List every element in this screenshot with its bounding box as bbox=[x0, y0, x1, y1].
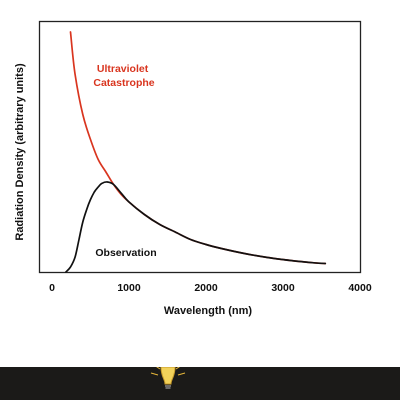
y-axis-label: Radiation Density (arbitrary units) bbox=[14, 63, 26, 241]
series-line-observation bbox=[65, 181, 327, 273]
x-tick-labels: 0 1000 2000 3000 4000 bbox=[49, 282, 372, 294]
footer-bar bbox=[0, 367, 400, 400]
x-tick-label: 1000 bbox=[117, 282, 141, 294]
x-axis-label: Wavelength (nm) bbox=[164, 305, 253, 317]
lightbulb-icon bbox=[150, 367, 186, 389]
x-tick-label: 3000 bbox=[271, 282, 295, 294]
chart: Ultraviolet Catastrophe Observation 0 100… bbox=[14, 20, 372, 317]
series-label-ultraviolet-catastrophe: Ultraviolet Catastrophe bbox=[93, 63, 154, 89]
series-label-observation: Observation bbox=[95, 247, 156, 259]
x-tick-label: 4000 bbox=[348, 282, 372, 294]
x-tick-label: 0 bbox=[49, 282, 55, 294]
plot-frame bbox=[38, 20, 362, 274]
x-tick-label: 2000 bbox=[194, 282, 218, 294]
